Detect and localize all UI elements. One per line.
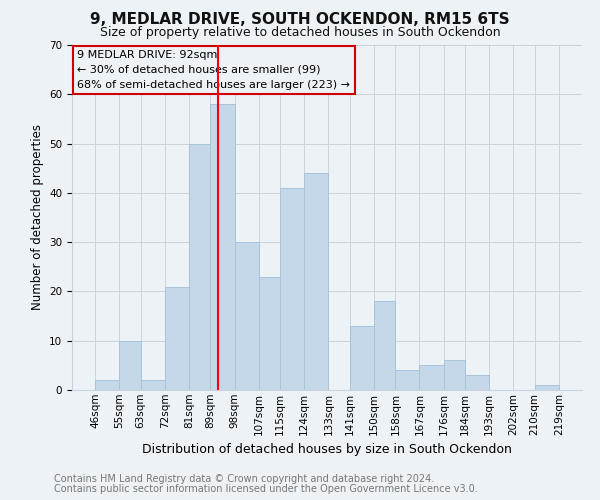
Text: Contains HM Land Registry data © Crown copyright and database right 2024.: Contains HM Land Registry data © Crown c… — [54, 474, 434, 484]
Bar — [141, 380, 165, 390]
Bar — [280, 188, 304, 390]
Bar — [419, 366, 443, 390]
Bar — [189, 144, 211, 390]
Bar — [119, 340, 141, 390]
Bar — [395, 370, 419, 390]
Bar — [95, 380, 119, 390]
Bar — [235, 242, 259, 390]
Bar — [350, 326, 374, 390]
Text: Contains public sector information licensed under the Open Government Licence v3: Contains public sector information licen… — [54, 484, 478, 494]
Bar — [535, 385, 559, 390]
Bar — [304, 173, 328, 390]
Bar — [165, 286, 189, 390]
Text: Size of property relative to detached houses in South Ockendon: Size of property relative to detached ho… — [100, 26, 500, 39]
Bar — [211, 104, 235, 390]
Y-axis label: Number of detached properties: Number of detached properties — [31, 124, 44, 310]
Text: 9 MEDLAR DRIVE: 92sqm
← 30% of detached houses are smaller (99)
68% of semi-deta: 9 MEDLAR DRIVE: 92sqm ← 30% of detached … — [77, 50, 350, 90]
Bar — [443, 360, 465, 390]
X-axis label: Distribution of detached houses by size in South Ockendon: Distribution of detached houses by size … — [142, 443, 512, 456]
Text: 9, MEDLAR DRIVE, SOUTH OCKENDON, RM15 6TS: 9, MEDLAR DRIVE, SOUTH OCKENDON, RM15 6T… — [90, 12, 510, 28]
Bar — [259, 276, 280, 390]
Bar — [374, 302, 395, 390]
Bar — [465, 375, 489, 390]
